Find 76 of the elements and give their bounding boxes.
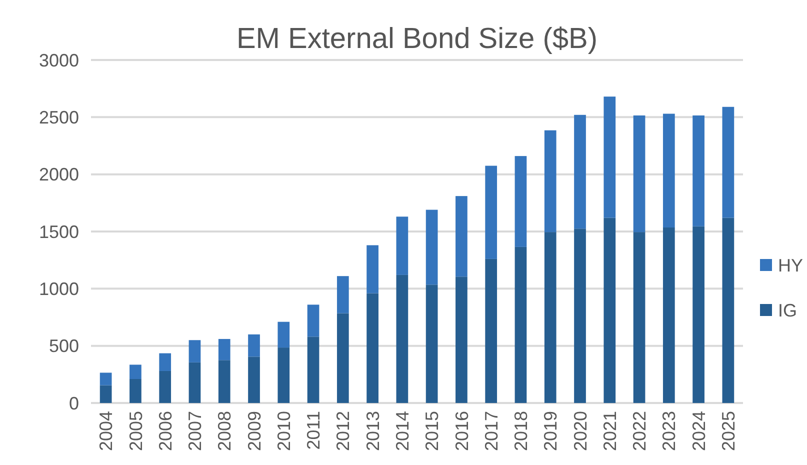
bar (722, 218, 734, 403)
x-tick-label: 2019 (540, 411, 561, 452)
bar (722, 106, 734, 218)
x-tick-label: 2008 (214, 411, 235, 452)
bar (604, 96, 616, 218)
x-tick-label: 2011 (304, 411, 324, 450)
bar (574, 228, 586, 403)
x-tick-label: 2010 (274, 411, 294, 452)
bar (485, 166, 498, 259)
x-tick-label: 2013 (362, 411, 383, 452)
bar (218, 360, 230, 403)
y-tick-label: 0 (68, 393, 79, 414)
bar (307, 336, 320, 403)
bar (396, 274, 408, 403)
bar (336, 313, 349, 403)
legend-label: IG (778, 300, 798, 320)
bar (396, 216, 408, 275)
bar (366, 293, 378, 403)
bar (188, 340, 201, 362)
bar (218, 338, 230, 360)
x-tick-label: 2006 (155, 411, 176, 452)
bar (248, 334, 260, 357)
x-tick-label: 2024 (688, 411, 709, 452)
bar (456, 196, 468, 277)
x-tick-label: 2007 (185, 411, 206, 452)
bar (366, 245, 378, 294)
bar (574, 114, 586, 229)
bar (278, 322, 290, 348)
bar (307, 304, 320, 337)
x-tick-label: 2014 (392, 411, 412, 452)
bar (604, 218, 616, 403)
chart-title: EM External Bond Size ($B) (236, 23, 598, 55)
x-tick-label: 2023 (659, 411, 680, 452)
bar (248, 356, 260, 403)
bar (159, 370, 172, 403)
x-tick-label: 2017 (481, 411, 502, 452)
bar (692, 226, 704, 403)
bar (130, 378, 142, 403)
y-tick-label: 2000 (38, 164, 79, 185)
legend-label: HY (778, 255, 804, 276)
bar (336, 276, 349, 314)
bar (426, 210, 438, 285)
x-tick-label: 2020 (570, 411, 590, 452)
x-tick-label: 2004 (96, 411, 116, 452)
bar (456, 276, 468, 403)
y-tick-label: 1000 (38, 278, 79, 299)
bar (633, 115, 646, 232)
bar (130, 364, 142, 379)
x-tick-label: 2018 (511, 411, 532, 452)
bar (662, 114, 675, 228)
bar (188, 362, 201, 403)
y-tick-label: 1500 (38, 222, 79, 242)
bar (159, 353, 172, 371)
bar (100, 385, 112, 403)
bar (426, 284, 438, 403)
x-tick-label: 2005 (126, 411, 146, 452)
bar (544, 130, 556, 232)
bar (100, 372, 112, 386)
x-tick-label: 2015 (422, 411, 442, 452)
bar (544, 232, 556, 403)
bar (662, 228, 675, 403)
bar (278, 348, 290, 403)
x-tick-label: 2022 (630, 411, 650, 452)
x-tick-label: 2025 (718, 411, 738, 452)
bar (633, 232, 646, 403)
x-tick-label: 2016 (452, 411, 472, 452)
x-tick-label: 2021 (600, 411, 620, 452)
x-tick-label: 2009 (244, 411, 264, 452)
bar (514, 156, 527, 247)
bar (485, 258, 498, 403)
bar (514, 246, 527, 403)
y-tick-label: 2500 (38, 107, 79, 128)
x-tick-label: 2012 (333, 411, 354, 452)
y-tick-label: 3000 (38, 50, 79, 70)
bar (692, 115, 704, 226)
y-tick-label: 500 (48, 336, 79, 356)
